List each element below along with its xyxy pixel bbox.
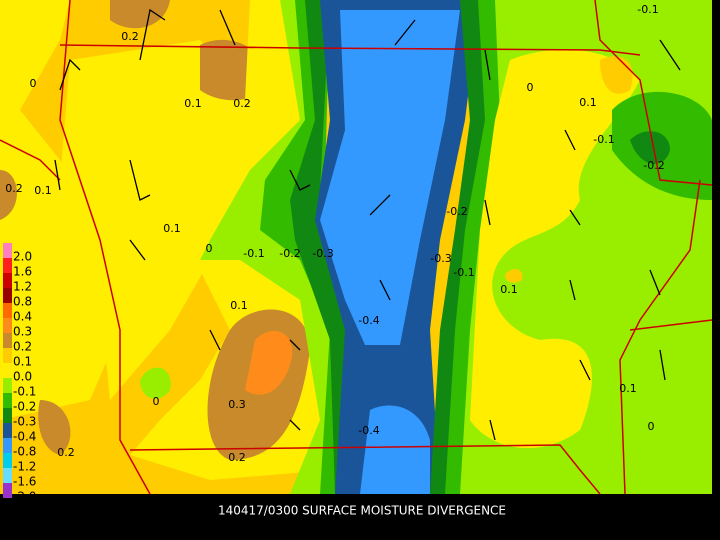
color-label: -2.0 xyxy=(13,490,36,504)
contour-label: 0.1 xyxy=(579,96,597,109)
contour-label: 0.1 xyxy=(500,283,518,296)
contour-label: 0 xyxy=(206,242,213,255)
color-label: -0.1 xyxy=(13,385,36,399)
color-label: 0.2 xyxy=(13,340,32,354)
contour-label: 0.3 xyxy=(228,398,246,411)
contour-label: 0.1 xyxy=(184,97,202,110)
contour-label: 0 xyxy=(30,77,37,90)
contour-label: 0.1 xyxy=(619,382,637,395)
contour-label: -0.1 xyxy=(593,133,614,146)
contour-label: 0.1 xyxy=(163,222,181,235)
contour-label: -0.1 xyxy=(453,266,474,279)
contour-label: -0.1 xyxy=(243,247,264,260)
map-title: 140417/0300 SURFACE MOISTURE DIVERGENCE xyxy=(218,504,506,518)
contour-label: -0.2 xyxy=(446,205,467,218)
color-swatch xyxy=(3,288,12,303)
color-label: 0.3 xyxy=(13,325,32,339)
contour-label: 0.1 xyxy=(34,184,52,197)
contour-label: -0.4 xyxy=(358,314,379,327)
contour-label: -0.1 xyxy=(637,3,658,16)
color-swatch xyxy=(3,483,12,498)
color-swatch xyxy=(3,363,12,378)
contour-labels: 0.20.1 0.200.2 0.10.10 -0.1 -0.2 -0.30.1-0.40… xyxy=(5,3,664,464)
color-label: 2.0 xyxy=(13,250,32,264)
color-swatch xyxy=(3,408,12,423)
color-swatch xyxy=(3,378,12,393)
color-label: 0.8 xyxy=(13,295,32,309)
color-swatch xyxy=(3,273,12,288)
color-swatch xyxy=(3,393,12,408)
contour-label: 0 xyxy=(153,395,160,408)
contour-label: -0.3 xyxy=(312,247,333,260)
color-bar: 2.01.61.20.80.40.30.20.10.0-0.1-0.2-0.3-… xyxy=(3,243,36,504)
contour-label: 0 xyxy=(527,81,534,94)
color-label: 1.6 xyxy=(13,265,32,279)
color-label: -0.8 xyxy=(13,445,36,459)
color-label: -0.2 xyxy=(13,400,36,414)
contour-label: -0.2 xyxy=(643,159,664,172)
contour-label: -0.3 xyxy=(430,252,451,265)
color-swatch xyxy=(3,423,12,438)
color-swatch xyxy=(3,303,12,318)
contour-label: 0.1 xyxy=(230,299,248,312)
contour-label: 0.2 xyxy=(233,97,251,110)
color-label: 0.0 xyxy=(13,370,32,384)
color-swatch xyxy=(3,333,12,348)
color-label: -1.6 xyxy=(13,475,36,489)
color-swatch xyxy=(3,468,12,483)
field xyxy=(0,0,712,494)
color-swatch xyxy=(3,438,12,453)
color-label: -0.3 xyxy=(13,415,36,429)
contour-label: 0 xyxy=(648,420,655,433)
contour-label: 0.2 xyxy=(121,30,139,43)
wind-barbs xyxy=(54,8,681,441)
color-label: 1.2 xyxy=(13,280,32,294)
boundaries xyxy=(0,0,713,495)
color-label: -0.4 xyxy=(13,430,36,444)
color-label: -1.2 xyxy=(13,460,36,474)
color-swatch xyxy=(3,243,12,258)
contour-label: 0.2 xyxy=(228,451,246,464)
color-swatch xyxy=(3,348,12,363)
color-swatch xyxy=(3,453,12,468)
color-swatch xyxy=(3,318,12,333)
color-swatch xyxy=(3,258,12,273)
contour-label: 0.2 xyxy=(5,182,23,195)
contour-label: -0.4 xyxy=(358,424,379,437)
contour-label: -0.2 xyxy=(279,247,300,260)
contour-label: 0.2 xyxy=(57,446,75,459)
color-label: 0.4 xyxy=(13,310,32,324)
color-label: 0.1 xyxy=(13,355,32,369)
